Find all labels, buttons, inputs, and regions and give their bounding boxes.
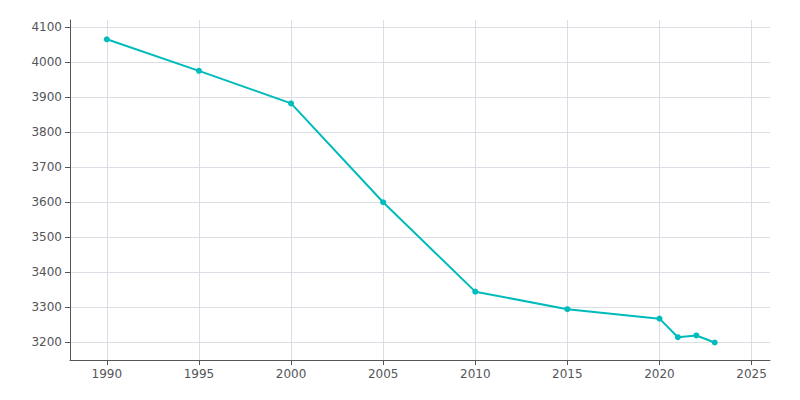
svg-text:4100: 4100 bbox=[31, 20, 62, 34]
svg-text:1995: 1995 bbox=[184, 367, 215, 381]
svg-text:3300: 3300 bbox=[31, 300, 62, 314]
svg-text:2015: 2015 bbox=[552, 367, 583, 381]
svg-text:2025: 2025 bbox=[736, 367, 767, 381]
svg-text:2010: 2010 bbox=[460, 367, 491, 381]
svg-text:3800: 3800 bbox=[31, 125, 62, 139]
svg-text:4000: 4000 bbox=[31, 55, 62, 69]
svg-text:1990: 1990 bbox=[92, 367, 123, 381]
svg-text:3600: 3600 bbox=[31, 195, 62, 209]
svg-text:3400: 3400 bbox=[31, 265, 62, 279]
svg-text:2005: 2005 bbox=[368, 367, 399, 381]
svg-text:3200: 3200 bbox=[31, 335, 62, 349]
svg-text:2020: 2020 bbox=[644, 367, 675, 381]
svg-text:3500: 3500 bbox=[31, 230, 62, 244]
svg-text:3700: 3700 bbox=[31, 160, 62, 174]
svg-text:3900: 3900 bbox=[31, 90, 62, 104]
svg-text:2000: 2000 bbox=[276, 367, 307, 381]
